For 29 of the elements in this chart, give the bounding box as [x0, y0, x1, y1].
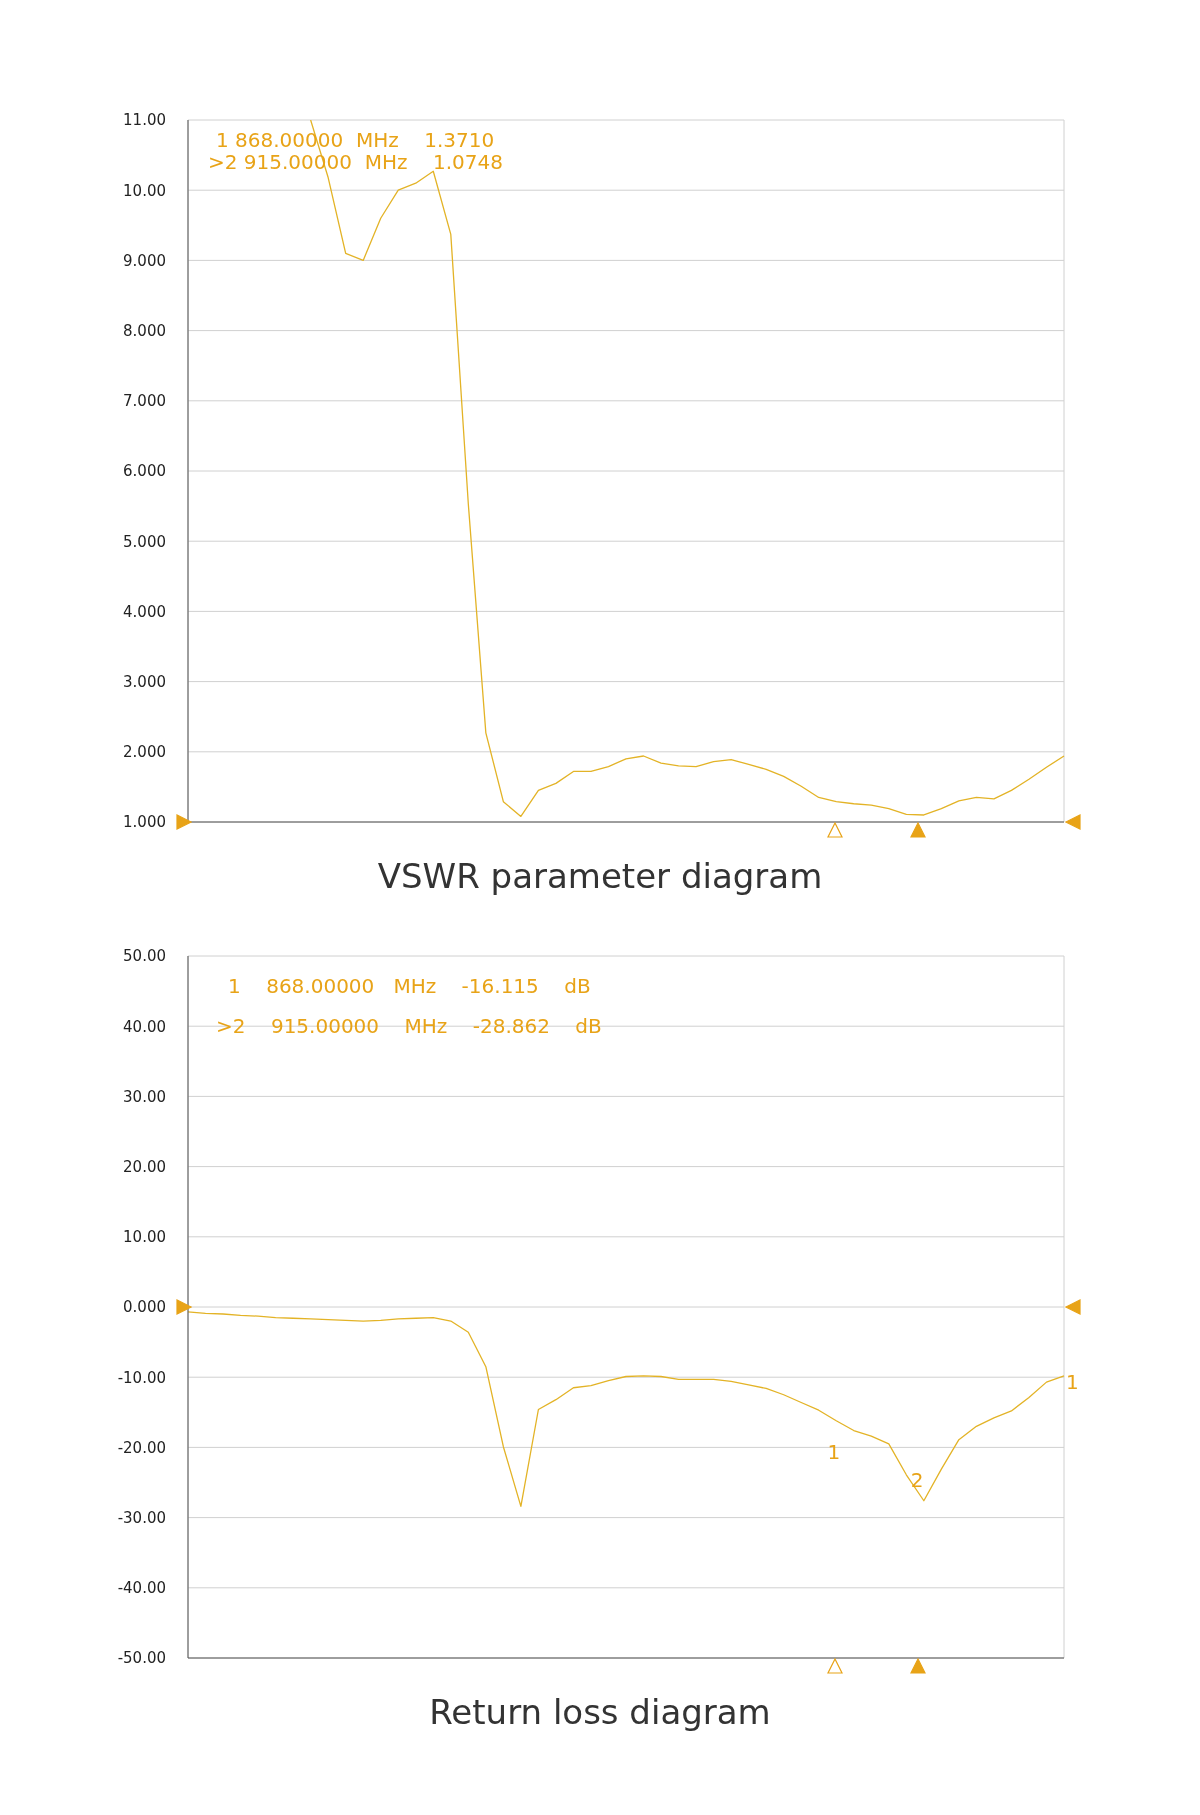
- y-tick-label: 5.000: [123, 532, 166, 551]
- annotation: 1 868.00000 MHz -16.115 dB: [228, 974, 591, 998]
- annotation: 2: [910, 1468, 924, 1493]
- y-tick-label: 3.000: [123, 672, 166, 691]
- y-tick-label: 11.00: [123, 111, 166, 130]
- y-tick-label: -10.00: [117, 1368, 166, 1387]
- text: Return loss diagram: [428, 1692, 772, 1732]
- y-tick-label: -50.00: [117, 1649, 166, 1668]
- y-tick-label: 1.000: [123, 813, 166, 832]
- text: 1: [1066, 1370, 1079, 1395]
- y-tick-label: 10.00: [123, 1228, 166, 1247]
- y-tick-label: 9.000: [123, 251, 166, 270]
- annotation: 1: [827, 1440, 841, 1465]
- y-tick-label: -20.00: [117, 1438, 166, 1457]
- y-tick-label: 4.000: [123, 602, 166, 621]
- y-tick-label: 20.00: [123, 1157, 166, 1176]
- annotation: >2 915.00000 MHz -28.862 dB: [216, 1014, 602, 1038]
- y-tick-label: 10.00: [123, 181, 166, 200]
- y-tick-label: -30.00: [117, 1508, 166, 1527]
- y-tick-label: 0.000: [123, 1298, 166, 1317]
- y-tick-label: 30.00: [123, 1087, 166, 1106]
- y-tick-label: 2.000: [123, 743, 166, 762]
- y-tick-label: 50.00: [123, 947, 166, 966]
- y-tick-label: 7.000: [123, 392, 166, 411]
- y-tick-label: 8.000: [123, 321, 166, 340]
- y-tick-label: 6.000: [123, 462, 166, 481]
- y-tick-label: 40.00: [123, 1017, 166, 1036]
- text: VSWR parameter diagram: [376, 856, 824, 896]
- y-tick-label: -40.00: [117, 1579, 166, 1598]
